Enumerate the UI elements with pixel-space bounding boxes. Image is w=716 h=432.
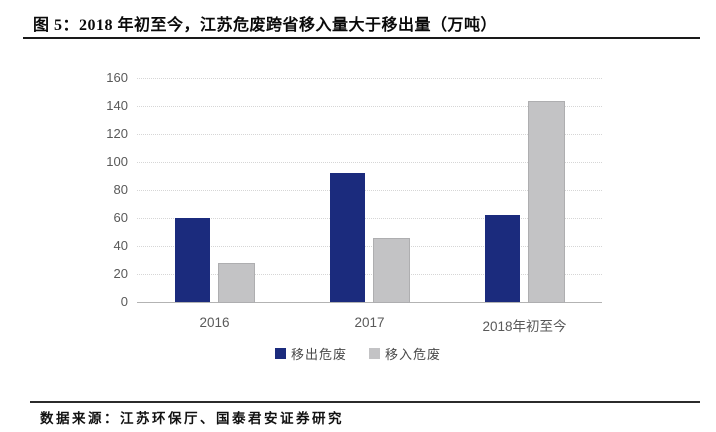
y-axis-tick-label: 120 (106, 126, 128, 141)
y-axis-tick-label: 160 (106, 70, 128, 85)
gridline (137, 246, 602, 247)
gridline (137, 106, 602, 107)
gridline (137, 274, 602, 275)
bar-移出危废-2016 (175, 218, 210, 302)
gridline (137, 162, 602, 163)
y-axis-tick-label: 40 (113, 238, 128, 253)
legend-swatch-icon (369, 348, 380, 359)
y-axis-tick-label: 0 (120, 294, 128, 309)
legend-item-移入危废: 移入危废 (369, 344, 441, 363)
chart-legend: 移出危废 移入危废 (0, 344, 716, 363)
y-axis-tick-label: 60 (113, 210, 128, 225)
bar-移出危废-2017 (330, 173, 365, 302)
legend-swatch-icon (274, 348, 286, 359)
y-axis-tick-label: 140 (106, 98, 128, 113)
bar-移入危废-2018年初至今 (528, 100, 565, 303)
gridline (137, 190, 602, 191)
y-axis-tick-label: 100 (106, 154, 128, 169)
bar-移入危废-2017 (373, 238, 410, 303)
bar-移入危废-2016 (218, 263, 255, 303)
legend-label: 移入危废 (385, 347, 442, 362)
figure-title: 图 5：2018 年初至今，江苏危废跨省移入量大于移出量（万吨） (33, 17, 498, 34)
x-axis-category-label: 2018年初至今 (482, 319, 567, 334)
legend-label: 移出危废 (290, 347, 347, 362)
y-axis-tick-label: 20 (113, 266, 128, 281)
x-axis-category-label: 2016 (199, 315, 230, 330)
data-source-note: 数据来源：江苏环保厅、国泰君安证券研究 (40, 411, 344, 426)
gridline (137, 134, 602, 135)
title-divider (23, 37, 700, 39)
x-axis-category-label: 2017 (354, 315, 385, 330)
gridline (137, 218, 602, 219)
legend-item-移出危废: 移出危废 (274, 344, 347, 363)
footer-divider (30, 401, 700, 403)
bar-移出危废-2018年初至今 (485, 215, 520, 302)
gridline (137, 78, 602, 79)
y-axis-tick-label: 80 (113, 182, 128, 197)
x-axis-line (137, 302, 602, 303)
